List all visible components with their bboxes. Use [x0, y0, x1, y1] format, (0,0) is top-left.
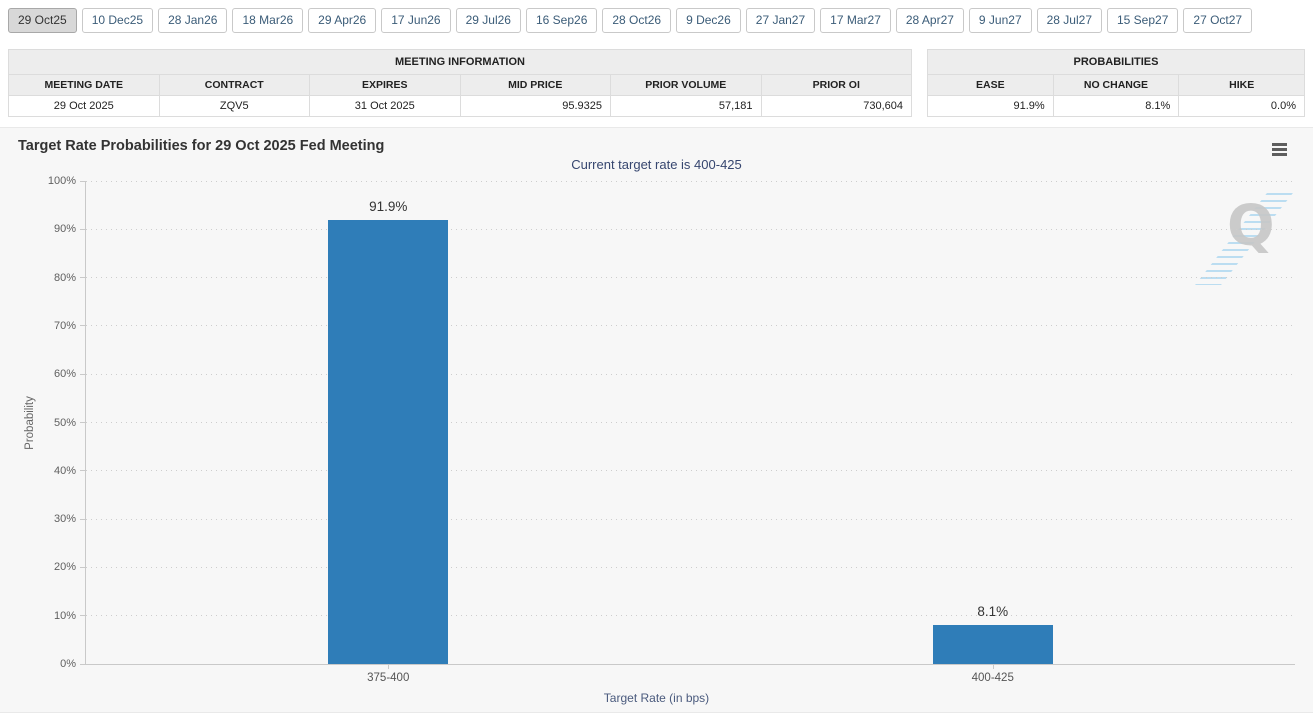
- y-axis-tick-70: [80, 325, 86, 327]
- prior-oi-value: 730,604: [760, 95, 912, 117]
- watermark-q-letter: Q: [1227, 194, 1275, 259]
- y-axis-tick-90: [80, 228, 86, 230]
- tab-18-mar26[interactable]: 18 Mar26: [232, 8, 304, 33]
- y-gridline-40: [86, 470, 1295, 472]
- quikstrike-watermark: Q: [1195, 189, 1293, 291]
- probabilities-header: PROBABILITIES: [927, 49, 1305, 75]
- y-gridline-100: [86, 180, 1295, 182]
- y-axis-tick-50: [80, 422, 86, 423]
- y-axis-tick-10: [80, 615, 86, 617]
- y-gridline-80: [86, 277, 1295, 279]
- y-axis-tick-label-100: 100%: [47, 175, 76, 187]
- x-axis-tick-375-400: [388, 664, 390, 669]
- chart-title: Target Rate Probabilities for 29 Oct 202…: [18, 138, 385, 154]
- col-header-contract: CONTRACT: [158, 74, 310, 96]
- y-axis-tick-label-70: 70%: [53, 319, 76, 332]
- tab-28-apr27[interactable]: 28 Apr27: [895, 8, 964, 33]
- plot-area: Q 0% 10% 20% 30% 40% 50% 60% 70% 80% 90% 100% 91.9%…: [48, 175, 1295, 684]
- tab-28-jan26[interactable]: 28 Jan26: [158, 8, 228, 33]
- y-axis-tick-30: [80, 518, 86, 520]
- prior-volume-value: 57,181: [610, 95, 762, 117]
- y-axis-tick-0: [80, 663, 86, 665]
- mid-price-value: 95.9325: [459, 95, 611, 117]
- tab-27-jan27[interactable]: 27 Jan27: [745, 8, 816, 33]
- x-axis-category-label-400-425: 400-425: [971, 672, 1014, 684]
- hamburger-icon: [1272, 143, 1287, 156]
- tab-10-dec25[interactable]: 10 Dec25: [81, 8, 154, 33]
- col-header-prior-oi: PRIOR OI: [760, 74, 912, 96]
- no-change-probability-value: 8.1%: [1052, 95, 1180, 117]
- y-axis-tick-label-20: 20%: [53, 561, 76, 574]
- probability-bar-400-425: [932, 624, 1053, 664]
- tab-17-mar27[interactable]: 17 Mar27: [820, 8, 891, 33]
- tab-15-sep27[interactable]: 15 Sep27: [1107, 8, 1179, 33]
- meeting-information-header: MEETING INFORMATION: [8, 49, 912, 75]
- probabilities-row: 91.9% 8.1% 0.0%: [927, 95, 1305, 117]
- bar-value-label-400-425: 8.1%: [977, 603, 1009, 619]
- bar-value-label-375-400: 91.9%: [369, 199, 408, 215]
- y-axis-tick-label-10: 10%: [53, 609, 76, 622]
- meeting-date-tabs: 29 Oct25 10 Dec25 28 Jan26 18 Mar26 29 Apr26…: [0, 0, 1313, 33]
- target-rate-probability-chart: Target Rate Probabilities for 29 Oct 202…: [0, 127, 1313, 713]
- y-axis-tick-label-0: 0%: [60, 658, 76, 670]
- probability-bar-375-400: [328, 220, 449, 664]
- y-axis-tick-label-60: 60%: [53, 368, 76, 381]
- y-axis-tick-label-40: 40%: [53, 464, 76, 477]
- chart-context-menu-button[interactable]: [1270, 141, 1289, 158]
- tab-27-oct27[interactable]: 27 Oct27: [1183, 8, 1253, 33]
- col-header-hike: HIKE: [1178, 74, 1305, 96]
- y-gridline-90: [86, 228, 1295, 230]
- x-axis-tick-400-425: [992, 664, 994, 669]
- tab-9-jun27[interactable]: 9 Jun27: [968, 8, 1032, 33]
- y-gridline-50: [86, 422, 1295, 423]
- expires-value: 31 Oct 2025: [309, 95, 461, 117]
- tab-29-apr26[interactable]: 29 Apr26: [308, 8, 377, 33]
- y-gridline-60: [86, 373, 1295, 375]
- x-axis-title: Target Rate (in bps): [603, 691, 710, 705]
- watermark-hatch-slash: [1195, 193, 1293, 285]
- y-gridline-20: [86, 566, 1295, 568]
- y-axis-tick-60: [80, 373, 86, 375]
- y-axis-tick-label-80: 80%: [53, 271, 76, 284]
- ease-probability-value: 91.9%: [927, 95, 1054, 117]
- info-tables: MEETING INFORMATION MEETING DATE CONTRAC…: [0, 49, 1313, 117]
- y-axis-tick-label-30: 30%: [53, 513, 76, 526]
- chart-subtitle: Current target rate is 400-425: [571, 157, 742, 172]
- y-axis-tick-20: [80, 566, 86, 568]
- contract-value: ZQV5: [158, 95, 310, 117]
- meeting-information-table: MEETING INFORMATION MEETING DATE CONTRAC…: [8, 49, 912, 117]
- probabilities-table: PROBABILITIES EASE NO CHANGE HIKE 91.9% …: [927, 49, 1305, 117]
- y-gridline-10: [86, 615, 1295, 617]
- col-header-prior-volume: PRIOR VOLUME: [610, 74, 762, 96]
- tab-29-oct25[interactable]: 29 Oct25: [8, 8, 77, 33]
- col-header-mid-price: MID PRICE: [459, 74, 611, 96]
- col-header-meeting-date: MEETING DATE: [8, 74, 160, 96]
- y-axis-tick-40: [80, 470, 86, 472]
- x-axis-category-label-375-400: 375-400: [367, 672, 410, 684]
- y-gridline-30: [86, 518, 1295, 520]
- y-axis-tick-label-50: 50%: [53, 416, 76, 429]
- y-axis-tick-100: [80, 180, 86, 182]
- col-header-no-change: NO CHANGE: [1052, 74, 1180, 96]
- tab-9-dec26[interactable]: 9 Dec26: [676, 8, 741, 33]
- tab-29-jul26[interactable]: 29 Jul26: [455, 8, 521, 33]
- y-gridline-70: [86, 325, 1295, 327]
- col-header-ease: EASE: [927, 74, 1054, 96]
- meeting-date-value: 29 Oct 2025: [8, 95, 160, 117]
- col-header-expires: EXPIRES: [309, 74, 461, 96]
- tab-28-jul27[interactable]: 28 Jul27: [1036, 8, 1102, 33]
- y-axis-tick-80: [80, 277, 86, 279]
- tab-17-jun26[interactable]: 17 Jun26: [381, 8, 451, 33]
- y-axis-tick-label-90: 90%: [53, 223, 76, 236]
- tab-28-oct26[interactable]: 28 Oct26: [602, 8, 672, 33]
- hike-probability-value: 0.0%: [1178, 95, 1305, 117]
- y-axis-title: Probability: [24, 396, 36, 450]
- meeting-info-row: 29 Oct 2025 ZQV5 31 Oct 2025 95.9325 57,…: [8, 95, 912, 117]
- tab-16-sep26[interactable]: 16 Sep26: [525, 8, 598, 33]
